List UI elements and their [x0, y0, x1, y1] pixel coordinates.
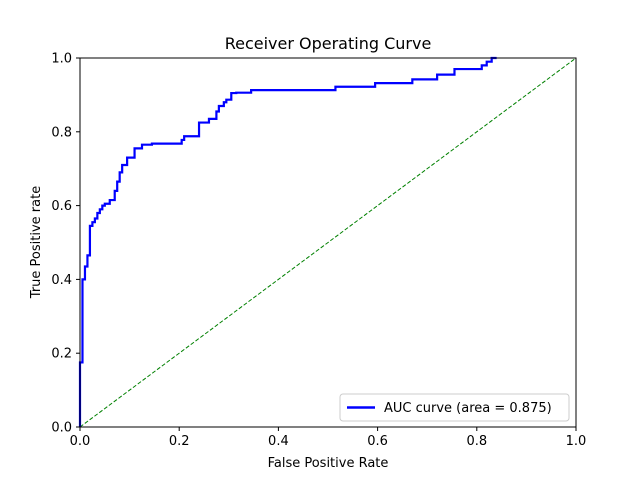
- plot-lines: [78, 56, 577, 428]
- x-tick-label: 0.8: [466, 434, 487, 449]
- legend-box: [339, 393, 570, 422]
- plot-frame: [79, 57, 577, 428]
- y-tick-label: 0.4: [51, 273, 72, 288]
- y-tick-label: 1.0: [51, 52, 72, 67]
- roc-curve-line: [78, 56, 497, 427]
- x-tick-label: 0.2: [169, 434, 190, 449]
- y-tick-label: 0.2: [51, 347, 72, 362]
- x-tick-label: 0.4: [268, 434, 289, 449]
- legend: AUC curve (area = 0.875): [339, 393, 570, 422]
- y-axis-label: True Positive rate: [29, 186, 44, 299]
- y-tick-label: 0.6: [51, 199, 72, 214]
- y-axis-ticks: 0.0 0.2 0.4 0.6 0.8 1.0: [51, 52, 80, 436]
- y-tick-label: 0.8: [51, 125, 72, 140]
- x-axis-ticks: 0.0 0.2 0.4 0.6 0.8 1.0: [70, 427, 587, 449]
- legend-label: AUC curve (area = 0.875): [384, 401, 552, 416]
- x-tick-label: 0.0: [70, 434, 91, 449]
- x-axis-label: False Positive Rate: [268, 456, 389, 471]
- y-tick-label: 0.0: [51, 421, 72, 436]
- chart-title: Receiver Operating Curve: [225, 34, 432, 53]
- x-tick-label: 1.0: [566, 434, 587, 449]
- reference-diagonal-line: [79, 57, 577, 428]
- x-tick-label: 0.6: [367, 434, 388, 449]
